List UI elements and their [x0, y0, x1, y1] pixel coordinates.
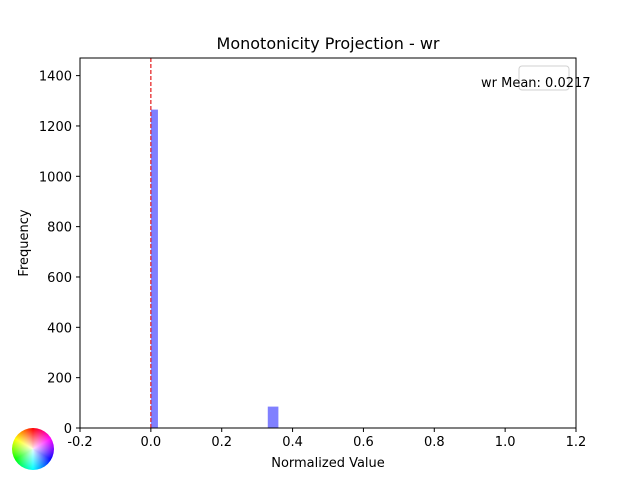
y-tick-label: 200 — [47, 372, 72, 387]
y-tick-label: 400 — [47, 321, 72, 336]
y-tick-label: 600 — [47, 271, 72, 286]
x-tick-label: 0.6 — [353, 435, 374, 450]
y-axis-title: Frequency — [17, 209, 32, 276]
color-wheel-icon — [12, 428, 54, 470]
x-axis-ticks: -0.2 0.0 0.2 0.4 0.6 0.8 1.0 1.2 — [67, 428, 586, 450]
x-tick-label: 0.2 — [211, 435, 232, 450]
x-tick-label: 0.4 — [282, 435, 303, 450]
histogram-bar — [150, 109, 158, 429]
x-tick-label: -0.2 — [67, 435, 92, 450]
x-axis-title: Normalized Value — [271, 456, 385, 471]
chart-title: Monotonicity Projection - wr — [217, 34, 440, 53]
legend-box — [518, 65, 570, 91]
x-tick-label: 1.0 — [495, 435, 516, 450]
histogram-bars — [150, 109, 279, 429]
x-tick-label: 0.0 — [141, 435, 162, 450]
y-tick-label: 1000 — [39, 170, 72, 185]
y-tick-label: 1200 — [39, 120, 72, 135]
histogram-bar — [267, 406, 279, 428]
x-tick-label: 1.2 — [566, 435, 587, 450]
y-tick-label: 800 — [47, 221, 72, 236]
y-axis-ticks: 0 200 400 600 800 1000 1200 1400 — [39, 70, 80, 437]
plot-frame — [79, 57, 577, 429]
x-tick-label: 0.8 — [424, 435, 445, 450]
legend-label: wr Mean: 0.0217 — [481, 76, 591, 91]
y-tick-label: 0 — [64, 422, 72, 437]
y-tick-label: 1400 — [39, 70, 72, 85]
legend: wr Mean: 0.0217 — [481, 65, 591, 91]
